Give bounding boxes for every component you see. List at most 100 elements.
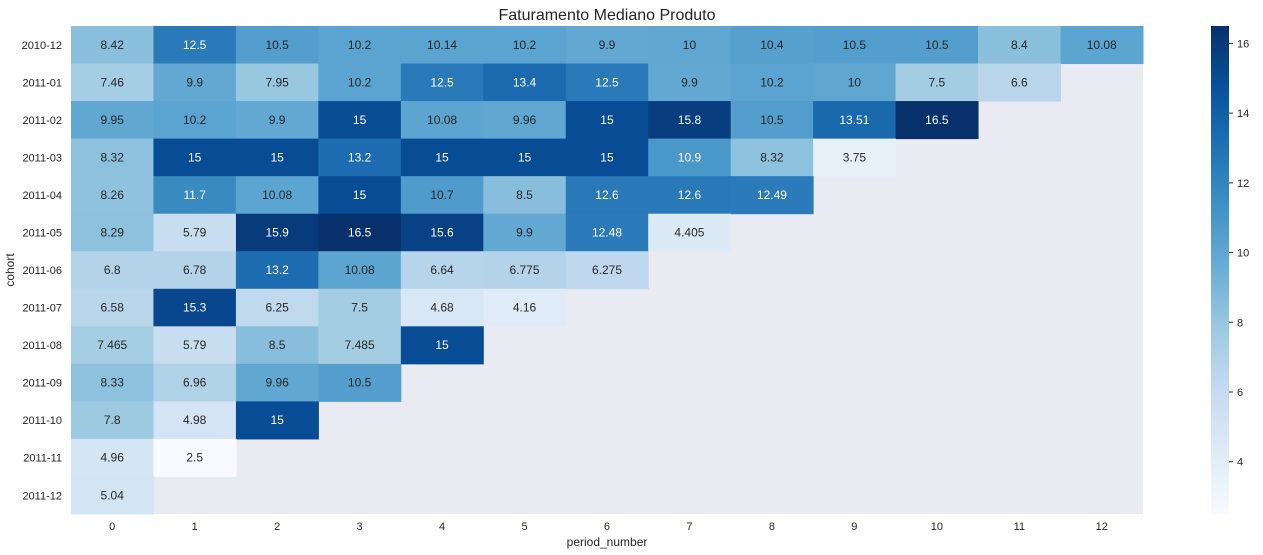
cell-value-label: 7.8 xyxy=(104,413,121,427)
cell-value-label: 15 xyxy=(270,413,284,427)
heatmap-cell xyxy=(235,363,319,402)
cell-value-label: 10.2 xyxy=(348,75,372,89)
cell-value-label: 8.29 xyxy=(101,225,125,239)
y-tick-label: 2011-09 xyxy=(22,378,62,390)
cell-value-label: 12.48 xyxy=(592,225,622,239)
x-tick-label: 7 xyxy=(686,521,692,533)
heatmap-cell xyxy=(400,251,484,290)
heatmap-cell xyxy=(895,101,979,140)
heatmap-cell xyxy=(400,326,484,365)
cell-value-label: 15 xyxy=(435,338,449,352)
cell-value-label: 2.5 xyxy=(186,451,203,465)
heatmap-cell xyxy=(153,26,237,65)
heatmap-cell xyxy=(153,63,237,102)
x-tick-label: 0 xyxy=(109,521,115,533)
heatmap-cell xyxy=(813,26,897,65)
y-tick-label: 2011-06 xyxy=(22,265,62,277)
heatmap-cell xyxy=(235,251,319,290)
heatmap-cell xyxy=(648,138,732,177)
y-tick-label: 2011-10 xyxy=(22,415,62,427)
cell-value-label: 7.485 xyxy=(345,338,375,352)
cell-value-label: 8.26 xyxy=(101,188,125,202)
heatmap-cell xyxy=(400,176,484,215)
cell-value-label: 13.2 xyxy=(265,263,289,277)
cell-value-label: 6.25 xyxy=(265,301,289,315)
heatmap-cell xyxy=(235,176,319,215)
cell-value-label: 9.9 xyxy=(269,113,286,127)
heatmap-cell xyxy=(71,138,154,177)
heatmap-cell xyxy=(153,401,237,440)
colorbar-tick-label: 4 xyxy=(1237,457,1243,469)
cell-value-label: 5.79 xyxy=(183,338,207,352)
heatmap-cell xyxy=(978,63,1062,102)
cell-value-label: 15 xyxy=(353,113,367,127)
heatmap-cell xyxy=(153,438,237,477)
cell-value-label: 9.9 xyxy=(186,75,203,89)
cell-value-label: 4.96 xyxy=(101,451,125,465)
cell-value-label: 15.3 xyxy=(183,301,207,315)
heatmap-cell xyxy=(400,138,484,177)
cell-value-label: 15 xyxy=(600,150,614,164)
cell-value-label: 6.8 xyxy=(104,263,121,277)
heatmap-cell xyxy=(318,101,402,140)
heatmap-cell xyxy=(648,63,732,102)
cell-value-label: 15.6 xyxy=(430,225,454,239)
cell-value-label: 15.9 xyxy=(265,225,289,239)
x-tick-label: 2 xyxy=(274,521,280,533)
cell-value-label: 10.5 xyxy=(843,38,867,52)
heatmap-cell xyxy=(565,251,649,290)
cell-value-label: 12.6 xyxy=(678,188,702,202)
cell-value-label: 4.98 xyxy=(183,413,207,427)
cell-value-label: 9.9 xyxy=(516,225,533,239)
cell-value-label: 8.4 xyxy=(1011,38,1028,52)
colorbar-tick-label: 12 xyxy=(1237,178,1249,190)
cell-value-label: 4.16 xyxy=(513,301,537,315)
heatmap-cell xyxy=(153,326,237,365)
heatmap-cell xyxy=(1060,26,1144,65)
heatmap-cell xyxy=(153,138,237,177)
cell-value-label: 9.96 xyxy=(513,113,537,127)
cell-value-label: 5.04 xyxy=(101,488,125,502)
heatmap-cell xyxy=(235,26,319,65)
heatmap-cell xyxy=(813,101,897,140)
cell-value-label: 15 xyxy=(353,188,367,202)
heatmap-cell xyxy=(318,213,402,252)
heatmap-cell xyxy=(318,288,402,327)
cell-value-label: 16.5 xyxy=(348,225,372,239)
x-tick-label: 4 xyxy=(439,521,445,533)
heatmap-cell xyxy=(71,438,154,477)
cell-value-label: 6.96 xyxy=(183,376,207,390)
cell-value-label: 13.4 xyxy=(513,75,537,89)
y-tick-label: 2011-12 xyxy=(22,490,62,502)
heatmap-cell xyxy=(400,213,484,252)
heatmap-cell xyxy=(153,213,237,252)
heatmap-cell xyxy=(730,26,814,65)
x-axis-label: period_number xyxy=(567,535,648,549)
heatmap-cell xyxy=(565,63,649,102)
heatmap-cell xyxy=(71,401,154,440)
cell-value-label: 8.32 xyxy=(760,150,784,164)
cell-value-label: 12.5 xyxy=(183,38,207,52)
cell-value-label: 4.405 xyxy=(674,225,704,239)
cell-value-label: 10.08 xyxy=(345,263,375,277)
colorbar-tick-label: 6 xyxy=(1237,387,1243,399)
heatmap-cell xyxy=(565,213,649,252)
heatmap-cell xyxy=(318,63,402,102)
cell-value-label: 10.08 xyxy=(262,188,292,202)
cell-value-label: 6.64 xyxy=(430,263,454,277)
cell-value-label: 8.42 xyxy=(101,38,125,52)
cell-value-label: 15 xyxy=(435,150,449,164)
x-tick-labels: 0 1 2 3 4 5 6 7 8 9 10 11 12 xyxy=(109,521,1108,533)
cell-value-label: 9.9 xyxy=(599,38,616,52)
heatmap-cell xyxy=(71,288,154,327)
colorbar-tick-label: 8 xyxy=(1237,317,1243,329)
cell-value-label: 12.6 xyxy=(595,188,619,202)
cell-value-label: 5.79 xyxy=(183,225,207,239)
cell-value-label: 13.2 xyxy=(348,150,372,164)
cell-value-label: 10.2 xyxy=(183,113,207,127)
heatmap-cell xyxy=(235,63,319,102)
heatmap-cell xyxy=(565,176,649,215)
heatmap-cell xyxy=(235,138,319,177)
cell-value-label: 6.775 xyxy=(510,263,540,277)
